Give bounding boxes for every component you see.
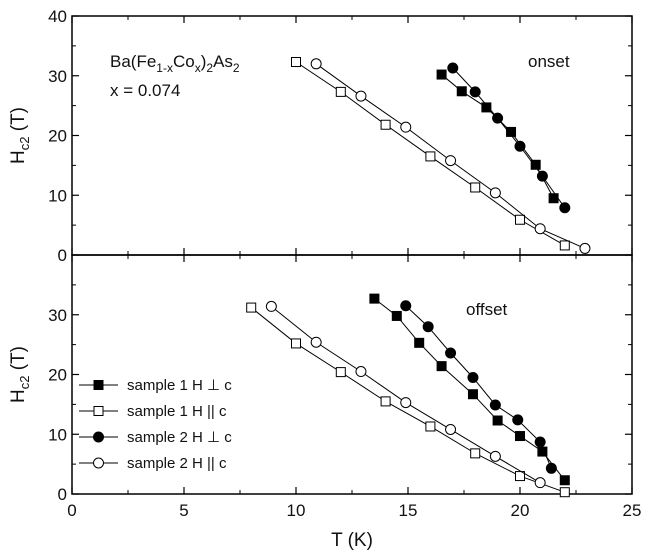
data-point — [400, 300, 412, 312]
data-point — [579, 242, 591, 254]
data-point — [534, 477, 546, 489]
y-tick-label: 30 — [48, 306, 67, 325]
data-point — [291, 57, 301, 68]
data-point — [470, 448, 481, 459]
x-tick-label: 5 — [179, 501, 188, 520]
x-tick-label: 25 — [623, 501, 642, 520]
data-point — [425, 421, 436, 432]
data-point — [515, 431, 525, 442]
offset-label: offset — [466, 300, 508, 319]
y-tick-label: 30 — [48, 67, 67, 86]
legend-label: sample 1 H ⊥ c — [127, 377, 232, 394]
data-point — [492, 415, 503, 426]
data-point — [246, 302, 257, 313]
data-point — [534, 223, 546, 235]
data-point — [515, 471, 525, 482]
data-point — [489, 450, 501, 462]
legend-label: sample 1 H || c — [127, 403, 227, 420]
x-tick-label: 20 — [511, 501, 530, 520]
data-point — [559, 475, 570, 486]
data-point — [456, 86, 467, 97]
legend-marker — [93, 406, 104, 416]
top-panel: 0 10 20 30 40 Hc2 (T) onset Ba(Fe1-xCox)2As2 x =… — [8, 7, 633, 265]
data-point — [422, 321, 434, 333]
y-tick-label: 20 — [48, 366, 67, 385]
data-point — [355, 366, 367, 378]
data-point — [310, 336, 322, 348]
onset-label: onset — [528, 52, 570, 71]
legend-marker — [93, 457, 104, 469]
data-point — [489, 187, 501, 199]
y-tick-label: 0 — [58, 485, 67, 504]
data-point — [445, 423, 457, 435]
series-line — [250, 307, 565, 493]
y-tick-label: 0 — [58, 246, 67, 265]
data-point — [291, 338, 301, 349]
x-tick-label: 15 — [399, 501, 418, 520]
data-point — [380, 119, 391, 130]
legend-label: sample 2 H || c — [127, 455, 227, 472]
data-point — [447, 62, 459, 74]
data-point — [492, 112, 504, 124]
data-point — [559, 240, 570, 251]
y-tick-label: 10 — [48, 425, 67, 444]
data-point — [400, 121, 412, 133]
data-point — [369, 293, 380, 304]
data-point — [355, 90, 367, 102]
data-point — [335, 367, 346, 378]
data-point — [534, 436, 546, 448]
bottom-panel: 0 10 20 30 0 5 10 15 20 25 Hc2 (T) offset T (K) sampl… — [8, 254, 642, 551]
x-axis-label: T (K) — [331, 530, 373, 551]
data-point — [467, 389, 478, 400]
data-point — [469, 86, 481, 98]
data-point — [481, 102, 492, 113]
data-point — [512, 414, 524, 426]
data-point — [335, 86, 346, 97]
legend-marker — [93, 431, 104, 443]
data-point — [514, 140, 526, 152]
data-point — [559, 202, 571, 214]
x-tick-label: 0 — [67, 501, 76, 520]
data-point — [559, 487, 570, 498]
data-point — [530, 159, 541, 170]
legend-label: sample 2 H ⊥ c — [127, 429, 232, 446]
y-tick-label: 20 — [48, 127, 67, 146]
composition-label: x = 0.074 — [110, 81, 180, 100]
legend-marker — [93, 380, 104, 390]
data-point — [506, 126, 517, 137]
legend: sample 1 H ⊥ c sample 1 H || c sample 2 H … — [79, 377, 232, 472]
y-tick-label: 40 — [48, 7, 67, 26]
compound-formula: Ba(Fe1-xCox)2As2 — [110, 52, 240, 75]
y-axis-label: Hc2 (T) — [8, 107, 32, 164]
data-point — [425, 151, 436, 162]
data-point — [265, 300, 277, 312]
data-point — [548, 193, 559, 204]
data-point — [470, 182, 481, 193]
y-axis-label: Hc2 (T) — [8, 346, 32, 403]
data-point — [445, 347, 457, 359]
y-tick-label: 10 — [48, 186, 67, 205]
data-point — [515, 214, 525, 225]
x-tick-label: 10 — [287, 501, 306, 520]
data-point — [310, 58, 322, 70]
data-point — [489, 399, 501, 411]
data-point — [414, 337, 425, 348]
data-point — [467, 371, 479, 383]
data-point — [536, 170, 548, 182]
data-point — [400, 397, 412, 409]
data-point — [436, 361, 447, 372]
data-point — [545, 462, 557, 474]
data-point — [380, 396, 391, 407]
data-point — [445, 155, 457, 167]
data-point — [391, 310, 402, 321]
data-point — [436, 69, 447, 80]
